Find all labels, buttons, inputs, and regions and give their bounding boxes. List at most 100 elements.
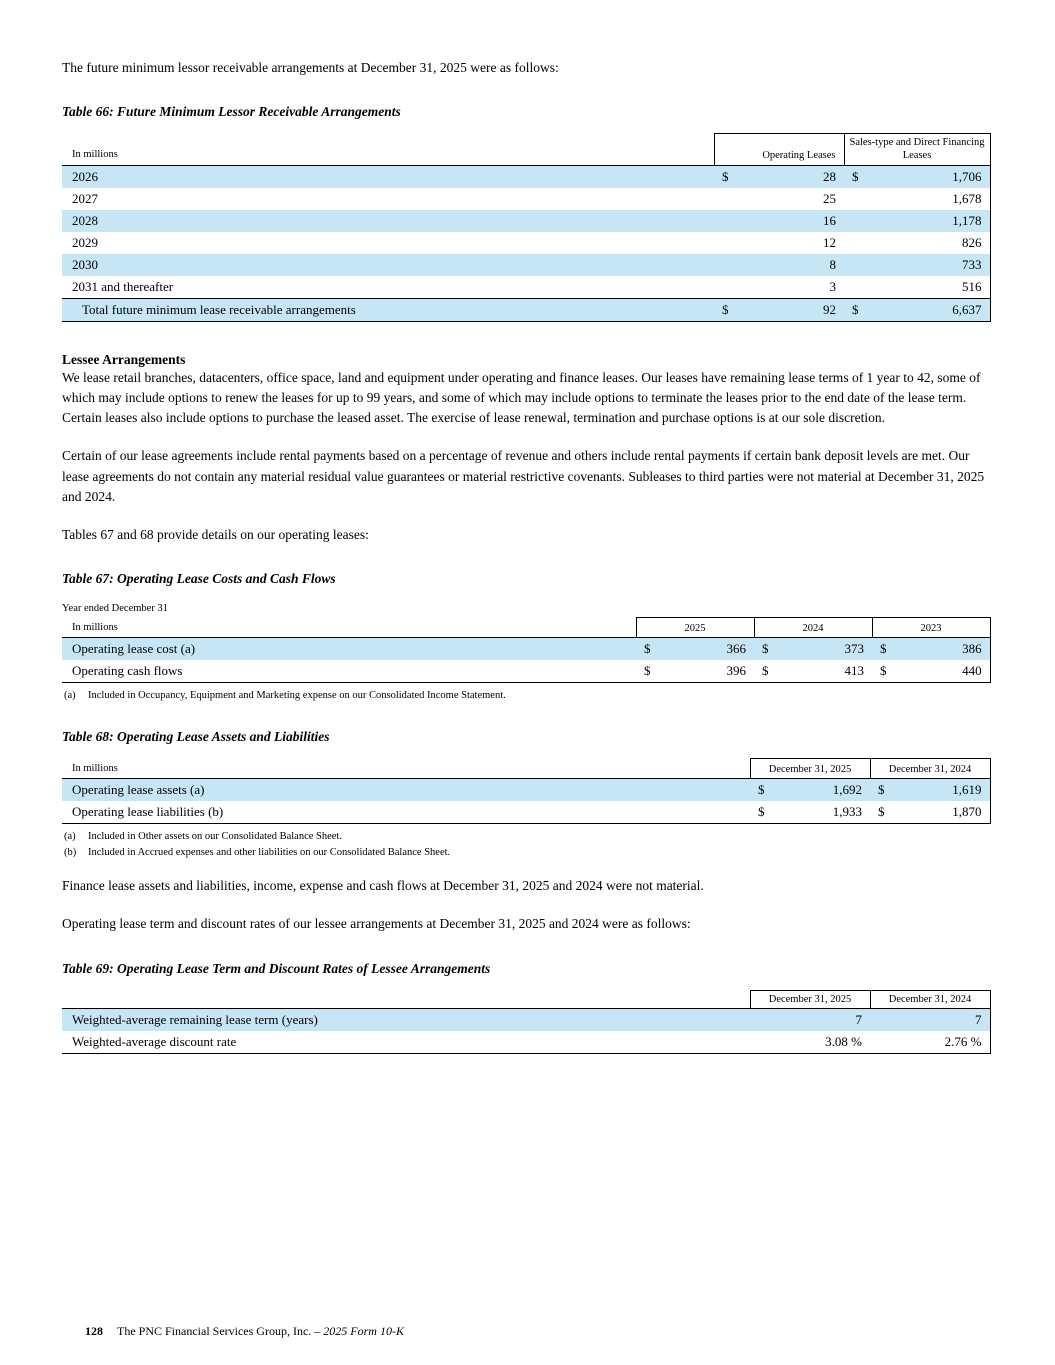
footer-company-name: The PNC Financial Services Group, Inc. – [117,1324,324,1338]
dollar-sign [844,276,870,299]
cell-value: 7 [870,1008,991,1031]
cell-value: 16 [734,209,844,232]
cell-value: 1,692 [768,778,871,801]
cell-value: 733 [870,253,991,276]
cell-value: 386 [892,637,991,660]
table67-header-row: In millions 2025 2024 2023 [62,617,991,638]
table-67: Year ended December 31 In millions 2025 … [62,600,991,683]
dollar-sign: $ [754,637,774,660]
table-total-row: Total future minimum lease receivable ar… [62,297,991,322]
dollar-sign [714,276,734,299]
row-label: Weighted-average discount rate [62,1030,750,1054]
column-header-2023: 2023 [871,617,991,638]
cell-value: 12 [823,234,836,250]
table-row: Weighted-average discount rate 3.08 % 2.… [62,1030,991,1054]
cell-value: 1,619 [888,778,991,801]
cell-value: 2.76 % [870,1030,991,1054]
dollar-sign [714,232,734,254]
column-header-blank [62,990,750,1009]
table-row: 2030 8 733 [62,253,991,276]
cell-value: 25 [823,190,836,206]
row-label: 2028 [62,209,714,232]
cell-value: 440 [892,659,991,683]
intro-paragraph: The future minimum lessor receivable arr… [62,60,559,75]
lessee-arrangements-heading: Lessee Arrangements [62,351,186,367]
cell-value: 3.08 % [750,1030,870,1054]
table68-footnote-a: (a) Included in Other assets on our Cons… [62,829,990,844]
row-label: 2026 [62,165,714,188]
dollar-sign: $ [636,659,656,683]
table-row: 2027 25 1,678 [62,187,991,210]
dollar-sign: $ [844,297,870,322]
dollar-sign [844,209,870,232]
cell-value: 516 [870,275,991,298]
dollar-sign [844,188,870,210]
table67-footnote-a: (a) Included in Occupancy, Equipment and… [62,688,990,703]
finance-lease-paragraph: Finance lease assets and liabilities, in… [62,878,704,894]
table68-footnote-b: (b) Included in Accrued expenses and oth… [62,845,990,860]
table-69: December 31, 2025 December 31, 2024 Weig… [62,989,991,1054]
page-content: The future minimum lessor receivable arr… [62,60,991,1054]
cell-value: 826 [870,231,991,254]
cell-value: 1,933 [768,800,871,824]
table69-title: Table 69: Operating Lease Term and Disco… [62,960,491,976]
page-number: 128 [85,1324,103,1338]
dollar-sign: $ [750,778,768,801]
dollar-sign: $ [872,659,892,683]
cell-value: 1,870 [888,800,991,824]
dollar-sign [844,253,870,276]
cell-value: 1,706 [870,165,991,188]
column-header-in-millions: In millions [62,617,636,638]
footnote-marker: (a) [64,689,76,701]
row-label: Operating lease assets (a) [62,778,750,801]
dollar-sign: $ [870,800,889,824]
column-header-sales-type: Sales-type and Direct Financing Leases [843,133,991,166]
cell-value: 28 [734,165,844,188]
dollar-sign: $ [872,637,892,660]
dollar-sign: $ [714,297,734,322]
table67-title: Table 67: Operating Lease Costs and Cash… [62,571,336,587]
lessee-paragraph-1: We lease retail branches, datacenters, o… [62,369,981,426]
row-label: Operating lease cost (a) [62,637,636,660]
footnote-text: Included in Accrued expenses and other l… [88,846,451,858]
page-footer: 128 The PNC Financial Services Group, Inc… [85,1324,404,1339]
cell-value: 1,678 [870,187,991,210]
table-66: In millions Operating Leases Sales-type … [62,133,991,322]
lessee-paragraph-3: Tables 67 and 68 provide details on our … [62,527,369,542]
table68-header-row: In millions December 31, 2025 December 3… [62,758,991,779]
cell-value: 3 [829,278,837,294]
table69-header-row: December 31, 2025 December 31, 2024 [62,989,991,1009]
table-row: Operating lease liabilities (b) $ 1,933 … [62,800,991,824]
row-label: Operating lease liabilities (b) [62,800,750,824]
dollar-sign: $ [636,637,656,660]
footnote-marker: (b) [64,846,77,858]
table67-preheader-row: Year ended December 31 [62,600,990,618]
table68-title: Table 68: Operating Lease Assets and Lia… [62,729,330,745]
table-row: 2029 12 826 [62,231,991,254]
table-row: Operating lease assets (a) $ 1,692 $ 1,6… [62,778,991,801]
lessee-paragraph-2: Certain of our lease agreements include … [62,448,985,504]
lease-term-paragraph: Operating lease term and discount rates … [62,916,691,932]
dollar-sign [714,188,734,210]
row-label: 2030 [62,253,714,276]
row-label: 2031 and thereafter [72,278,174,294]
cell-value: 373 [774,637,872,660]
year-ended-label: Year ended December 31 [62,603,168,615]
table66-header-row: In millions Operating Leases Sales-type … [62,133,991,166]
row-label: Total future minimum lease receivable ar… [62,297,714,322]
table-row: 2026 $ 28 $ 1,706 [62,165,991,188]
row-label: 2029 [72,234,98,250]
cell-value: 1,178 [870,209,991,232]
dollar-sign: $ [754,659,774,683]
column-header-dec-31-2024: December 31, 2024 [869,758,991,779]
column-header-in-millions: In millions [62,758,750,779]
table-row: Weighted-average remaining lease term (y… [62,1008,991,1031]
dollar-sign [714,253,734,276]
column-header-2024: 2024 [753,617,872,638]
column-header-dec-31-2025: December 31, 2025 [749,989,870,1009]
row-label: 2027 [72,190,98,206]
cell-value: 7 [750,1008,870,1031]
column-header-dec-31-2025: December 31, 2025 [749,758,871,779]
footer-form-name: 2025 Form 10-K [323,1324,404,1338]
